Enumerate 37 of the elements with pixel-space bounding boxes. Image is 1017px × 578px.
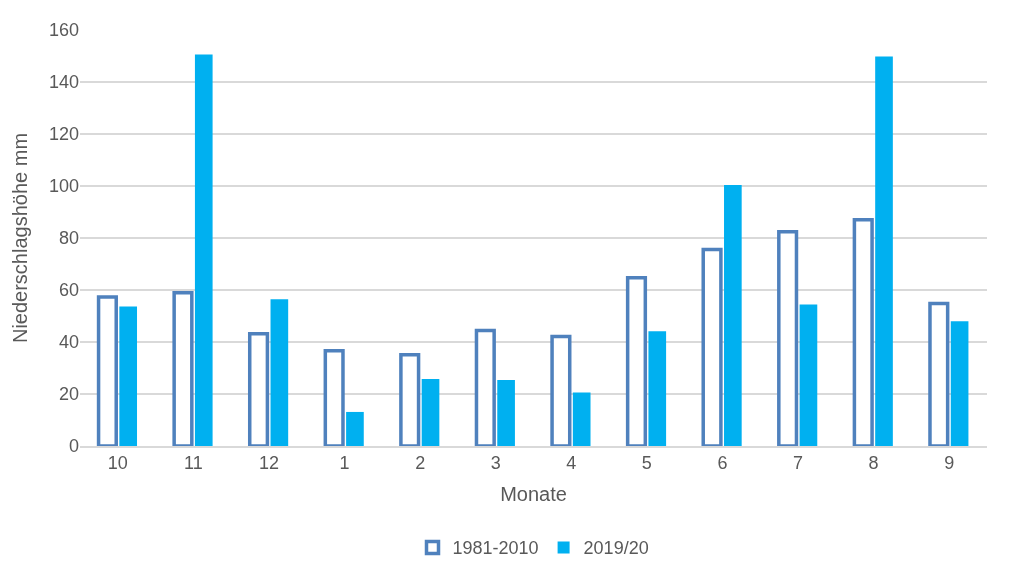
- bar: [875, 56, 893, 446]
- x-tick-label: 3: [490, 453, 501, 474]
- bar: [950, 321, 969, 446]
- bar: [724, 184, 742, 446]
- x-tick-label: 8: [868, 453, 879, 474]
- bar: [270, 299, 289, 446]
- x-tick-label: 1: [339, 453, 350, 474]
- bar: [799, 304, 818, 446]
- y-tick-label: 140: [48, 72, 79, 93]
- y-tick-label: 40: [58, 332, 79, 353]
- y-tick-label: 80: [58, 228, 79, 249]
- y-tick-label: 100: [48, 176, 79, 197]
- x-tick-label: 12: [258, 453, 279, 474]
- bar: [648, 331, 667, 446]
- y-tick-label: 160: [48, 20, 79, 41]
- x-tick-label: 4: [566, 453, 577, 474]
- bar: [421, 378, 440, 446]
- x-tick-label: 2: [415, 453, 426, 474]
- y-tick-label: 20: [58, 384, 79, 405]
- x-tick-label: 9: [944, 453, 955, 474]
- bar: [194, 54, 213, 446]
- x-tick-label: 6: [717, 453, 728, 474]
- bar: [572, 392, 591, 446]
- x-tick-label: 5: [641, 453, 652, 474]
- x-axis-title: Monate: [500, 483, 567, 506]
- legend-label: 2019/20: [583, 538, 649, 559]
- y-tick-label: 0: [68, 436, 79, 457]
- x-tick-label: 10: [107, 453, 128, 474]
- y-axis-title: Niederschlagshöhe mm: [9, 132, 32, 344]
- x-tick-label: 11: [184, 453, 203, 474]
- legend-label: 1981-2010: [452, 538, 539, 559]
- x-tick-label: 7: [793, 453, 804, 474]
- y-tick-label: 120: [48, 124, 79, 145]
- bar: [119, 306, 138, 446]
- bar: [497, 379, 515, 446]
- y-tick-label: 60: [58, 280, 79, 301]
- bar: [346, 411, 364, 446]
